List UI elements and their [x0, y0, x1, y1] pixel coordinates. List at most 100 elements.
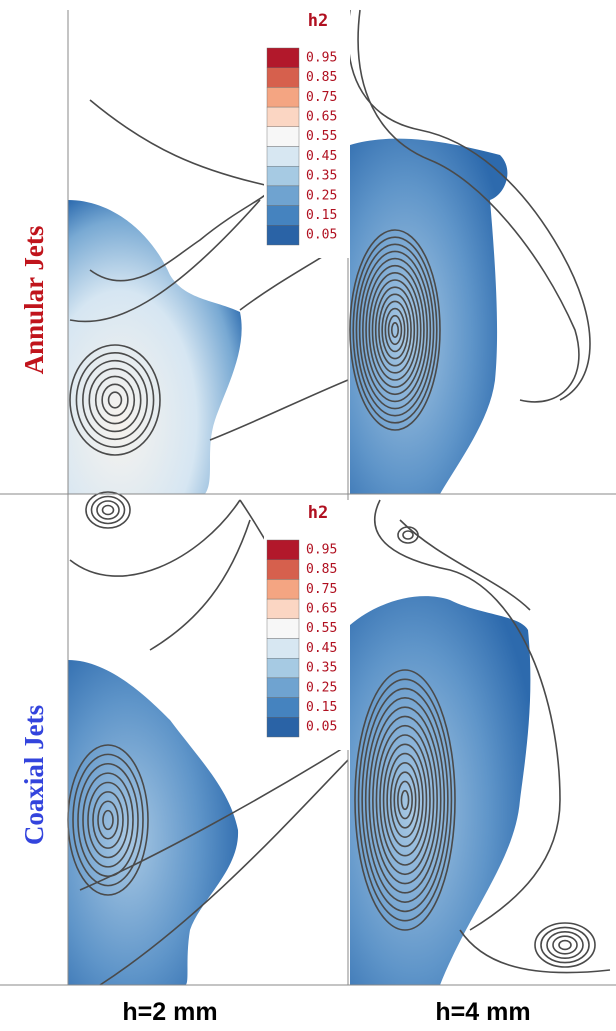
streamline	[92, 791, 124, 849]
colorbar-label: 0.05	[306, 720, 337, 735]
streamline	[368, 706, 442, 894]
streamline	[69, 344, 161, 456]
colorbar-label: 0.05	[306, 228, 337, 243]
colorbar-label: 0.65	[306, 601, 337, 616]
colorbar-swatch	[266, 539, 300, 560]
streamline	[374, 286, 416, 374]
streamline	[387, 314, 403, 346]
colorbar-swatch	[266, 697, 300, 718]
streamline	[97, 800, 119, 840]
colorbar-label: 0.35	[306, 169, 337, 184]
colorbar-swatch	[266, 225, 300, 246]
streamline	[85, 491, 131, 529]
streamline	[372, 715, 438, 885]
streamline	[362, 257, 428, 403]
colorbar-swatch	[266, 146, 300, 167]
streamline	[107, 391, 123, 409]
streamline	[389, 762, 421, 838]
streamline	[534, 922, 596, 968]
colorbar-swatch	[266, 598, 300, 619]
streamline	[552, 935, 578, 955]
colorbar-swatch	[266, 717, 300, 738]
streamline	[357, 678, 453, 922]
streamline	[94, 375, 136, 425]
colorbar-label: 0.15	[306, 700, 337, 715]
streamline	[349, 229, 441, 431]
colorbar-label: 0.75	[306, 582, 337, 597]
colorbar-label: 0.45	[306, 149, 337, 164]
contour-region	[350, 138, 508, 495]
streamline	[386, 752, 424, 848]
streamline	[397, 526, 419, 544]
colorbar-label: 0.25	[306, 188, 337, 203]
streamline	[546, 930, 584, 959]
streamline	[379, 734, 431, 866]
colorbar-swatch	[266, 658, 300, 679]
streamline	[364, 697, 446, 903]
streamline	[82, 359, 148, 441]
colorbar-title: h2	[308, 503, 328, 523]
streamline	[397, 780, 413, 820]
colorbar-swatch	[266, 638, 300, 659]
streamline	[390, 322, 400, 338]
colorbar-swatch	[266, 677, 300, 698]
colorbar-swatch	[266, 126, 300, 147]
streamline	[101, 383, 129, 417]
streamline	[371, 279, 419, 381]
streamline	[365, 264, 425, 396]
colorbar-label: 0.25	[306, 680, 337, 695]
colorbar-label: 0.85	[306, 562, 337, 577]
streamline	[368, 272, 422, 388]
streamline	[384, 307, 406, 353]
streamline	[402, 530, 414, 540]
colorbar-label: 0.95	[306, 50, 337, 65]
streamline	[375, 724, 435, 876]
streamline	[90, 495, 126, 525]
colorbar-swatch	[266, 87, 300, 108]
colorbar-swatch	[266, 579, 300, 600]
streamline	[75, 352, 155, 448]
streamline	[393, 771, 417, 829]
streamlines	[67, 9, 611, 986]
colorbar-title: h2	[308, 11, 328, 31]
streamline	[381, 300, 409, 360]
colorbar-swatch	[266, 205, 300, 226]
colorbar-swatch	[266, 559, 300, 580]
colorbar-label: 0.55	[306, 621, 337, 636]
streamline	[540, 926, 590, 964]
colorbar-label: 0.75	[306, 90, 337, 105]
colorbar-swatch	[266, 618, 300, 639]
colorbar-label: 0.35	[306, 661, 337, 676]
streamline	[354, 669, 456, 931]
streamline	[352, 236, 438, 424]
colorbar-swatch	[266, 106, 300, 127]
streamline	[102, 809, 114, 831]
colorbar-label: 0.55	[306, 129, 337, 144]
contour-region	[68, 200, 242, 494]
streamline	[82, 772, 134, 868]
streamline	[558, 939, 572, 951]
streamline	[358, 250, 432, 410]
streamline	[77, 762, 139, 878]
streamline	[87, 781, 129, 859]
streamline	[355, 243, 435, 417]
streamline	[72, 753, 144, 887]
colorbar-label: 0.95	[306, 542, 337, 557]
colorbar-swatch	[266, 185, 300, 206]
row-label: Coaxial Jets	[19, 705, 49, 845]
contour-region	[68, 660, 239, 985]
colorbar-label: 0.85	[306, 70, 337, 85]
colorbar-swatch	[266, 165, 300, 187]
colorbar-label: 0.65	[306, 109, 337, 124]
streamline	[361, 687, 449, 913]
colorbar-swatch	[266, 67, 300, 88]
colorbar-label: 0.15	[306, 208, 337, 223]
streamline	[101, 504, 115, 516]
streamline	[382, 743, 428, 857]
column-label: h=4 mm	[435, 998, 530, 1026]
row-label: Annular Jets	[19, 226, 49, 375]
colorbar-label: 0.45	[306, 641, 337, 656]
streamline	[378, 293, 412, 367]
streamline	[88, 367, 142, 433]
